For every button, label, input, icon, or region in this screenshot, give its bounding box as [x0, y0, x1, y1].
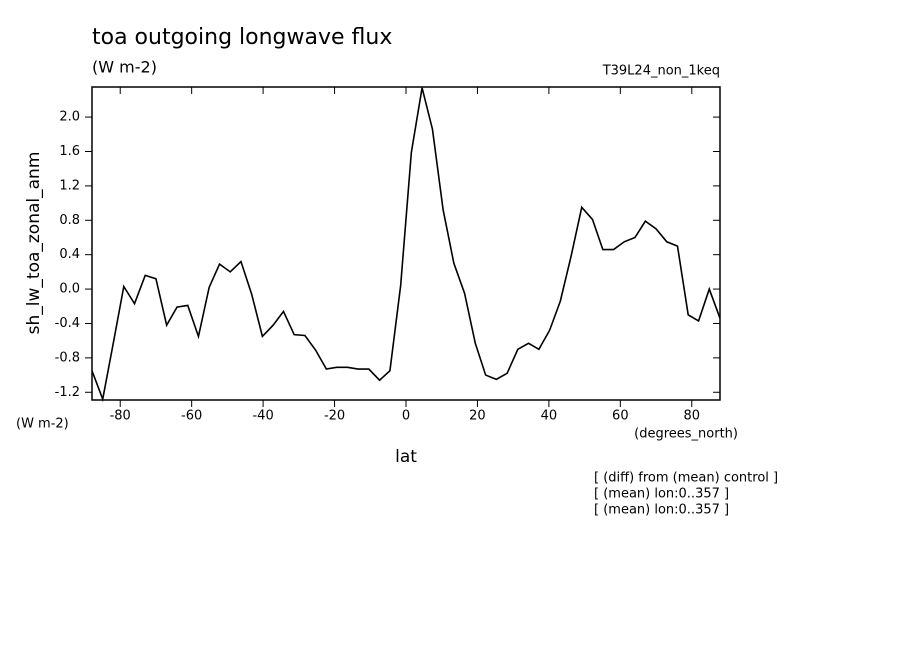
x-units: (degrees_north) [634, 427, 738, 442]
x-tick-label: -40 [252, 409, 273, 424]
y-tick-label: -0.4 [55, 316, 80, 331]
y-tick-label: -1.2 [55, 385, 80, 400]
x-axis-title: lat [395, 447, 417, 467]
data-line [91, 87, 721, 403]
x-tick-label: 20 [469, 409, 486, 424]
y-tick-label: 0.8 [59, 213, 80, 228]
y-axis-title: sh_lw_toa_zonal_anm [24, 152, 44, 335]
y-tick-label: 1.6 [59, 144, 80, 159]
x-tick-label: 0 [402, 409, 410, 424]
y-tick-label: 1.2 [59, 178, 80, 193]
y-units: (W m-2) [16, 417, 69, 432]
y-tick-label: 2.0 [59, 110, 80, 125]
x-tick-label: -80 [110, 409, 131, 424]
note: [ (diff) from (mean) control ] [594, 471, 778, 486]
y-tick-label: 0.0 [59, 282, 80, 297]
plot-frame [91, 86, 721, 401]
subtitle: (W m-2) [92, 58, 157, 77]
run-label: T39L24_non_1keq [602, 64, 720, 79]
x-tick-label: 80 [684, 409, 701, 424]
note: [ (mean) lon:0..357 ] [594, 503, 729, 518]
x-tick-label: -60 [181, 409, 202, 424]
x-tick-label: 60 [612, 409, 629, 424]
y-tick-label: 0.4 [59, 247, 80, 262]
y-tick-label: -0.8 [55, 350, 80, 365]
x-tick-label: 40 [541, 409, 558, 424]
chart-title: toa outgoing longwave flux [92, 25, 392, 50]
x-tick-label: -20 [324, 409, 345, 424]
note: [ (mean) lon:0..357 ] [594, 487, 729, 502]
